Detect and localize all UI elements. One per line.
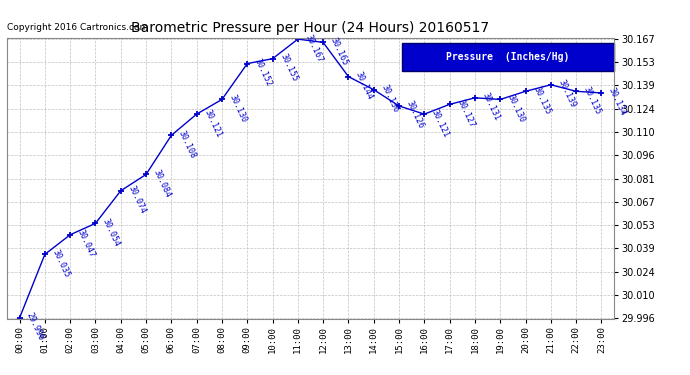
Text: 30.084: 30.084 [152, 168, 172, 199]
Text: 30.167: 30.167 [304, 33, 324, 63]
Text: 29.996: 29.996 [25, 311, 46, 342]
Text: 30.108: 30.108 [177, 129, 198, 160]
Text: 30.152: 30.152 [253, 57, 274, 88]
Text: 30.136: 30.136 [380, 83, 400, 114]
Text: 30.134: 30.134 [607, 86, 628, 117]
Text: 30.074: 30.074 [126, 184, 147, 215]
Text: 30.165: 30.165 [328, 36, 350, 67]
Text: 30.155: 30.155 [278, 52, 299, 83]
Text: 30.121: 30.121 [202, 108, 223, 138]
Text: Pressure  (Inches/Hg): Pressure (Inches/Hg) [446, 52, 569, 62]
Text: Copyright 2016 Cartronics.com: Copyright 2016 Cartronics.com [7, 23, 148, 32]
Text: 30.054: 30.054 [101, 217, 122, 248]
Text: 30.121: 30.121 [430, 108, 451, 138]
Text: 30.144: 30.144 [354, 70, 375, 101]
Text: 30.131: 30.131 [480, 91, 502, 122]
Text: 30.135: 30.135 [582, 85, 602, 116]
Title: Barometric Pressure per Hour (24 Hours) 20160517: Barometric Pressure per Hour (24 Hours) … [131, 21, 490, 35]
Text: 30.127: 30.127 [455, 98, 476, 129]
Text: 30.126: 30.126 [404, 99, 426, 130]
Text: 30.130: 30.130 [506, 93, 526, 124]
Text: 30.047: 30.047 [76, 228, 97, 259]
Text: 30.035: 30.035 [50, 248, 71, 279]
Text: 30.130: 30.130 [228, 93, 248, 124]
Text: 30.135: 30.135 [531, 85, 552, 116]
FancyBboxPatch shape [402, 43, 614, 71]
Text: 30.139: 30.139 [556, 78, 578, 109]
